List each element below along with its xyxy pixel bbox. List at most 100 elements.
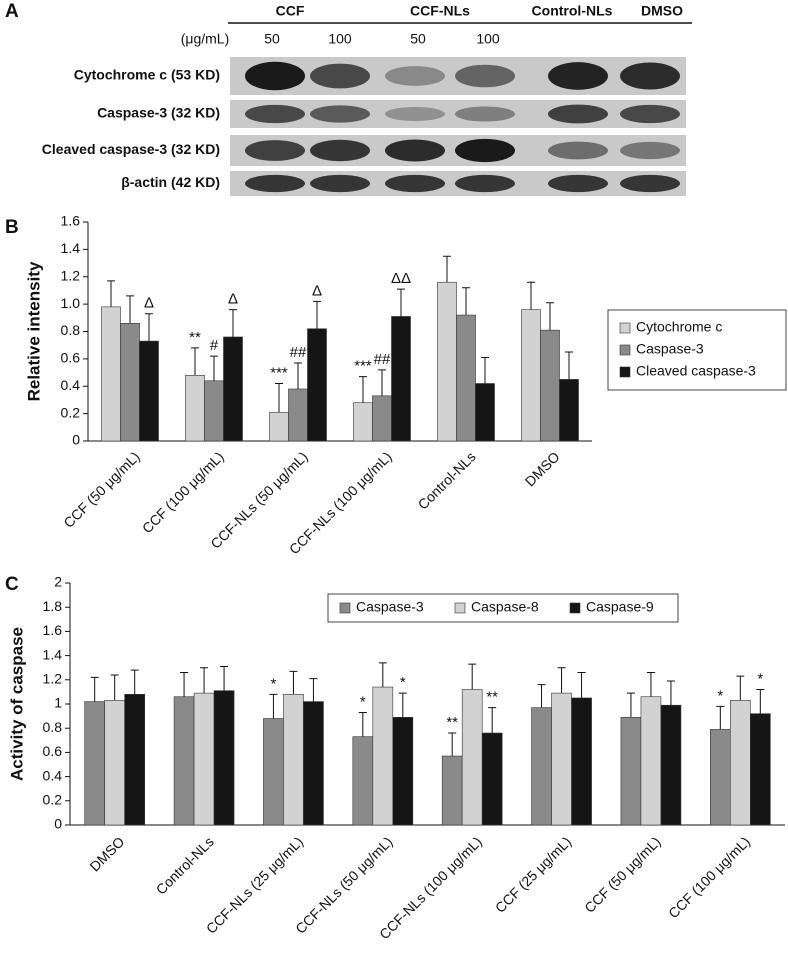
dose-label: 50 bbox=[410, 31, 426, 47]
legend-label: Caspase-8 bbox=[471, 599, 539, 615]
bar bbox=[185, 374, 205, 442]
blot-strip bbox=[230, 100, 686, 128]
error-bar bbox=[200, 667, 209, 694]
bar bbox=[559, 379, 579, 442]
dose-label: 100 bbox=[476, 31, 500, 47]
y-tick-label: 1.6 bbox=[61, 213, 81, 229]
error-bar bbox=[756, 688, 765, 714]
y-tick-label: 0.4 bbox=[43, 767, 63, 783]
blot-band bbox=[620, 141, 680, 160]
error-bar bbox=[358, 711, 367, 737]
bar bbox=[283, 694, 304, 826]
x-tick-label: CCF-NLs (25 μg/mL) bbox=[203, 833, 306, 936]
error-bar bbox=[488, 707, 497, 734]
bar bbox=[173, 696, 195, 826]
legend-label: Caspase-3 bbox=[356, 599, 424, 615]
y-tick-label: 1.4 bbox=[61, 240, 81, 256]
bar bbox=[660, 704, 682, 826]
bar bbox=[437, 281, 457, 442]
error-bar bbox=[448, 732, 457, 757]
error-bar bbox=[294, 362, 302, 389]
y-tick-label: 0.8 bbox=[43, 719, 63, 735]
error-bar bbox=[126, 295, 134, 324]
y-tick-label: 0.2 bbox=[61, 404, 81, 420]
bar bbox=[213, 690, 235, 826]
legend-label: Cleaved caspase-3 bbox=[636, 363, 756, 379]
blot-band bbox=[385, 66, 445, 86]
x-tick-label: CCF (50 μg/mL) bbox=[581, 833, 663, 915]
error-bar bbox=[557, 667, 566, 694]
y-tick-label: 1.8 bbox=[43, 598, 63, 614]
row-label: Caspase-3 (32 KD) bbox=[97, 105, 220, 121]
y-tick-label: 1.2 bbox=[43, 671, 63, 687]
legend-box bbox=[327, 593, 679, 623]
blot-band bbox=[455, 106, 515, 122]
error-bar bbox=[269, 693, 278, 719]
bar bbox=[372, 686, 394, 826]
legend-swatch bbox=[339, 602, 351, 614]
error-bar bbox=[90, 676, 99, 702]
bar bbox=[456, 314, 476, 442]
error-bar bbox=[220, 665, 229, 691]
blot-band bbox=[310, 174, 370, 193]
error-bar bbox=[481, 357, 489, 384]
legend-swatch bbox=[619, 322, 631, 334]
row-label: Cytochrome c (53 KD) bbox=[74, 67, 220, 83]
bar bbox=[372, 395, 392, 442]
legend-swatch bbox=[569, 602, 581, 614]
significance-mark: ** bbox=[446, 714, 458, 731]
bar bbox=[223, 336, 243, 442]
significance-mark: ΔΔ bbox=[391, 270, 411, 287]
error-bar bbox=[110, 674, 119, 701]
significance-mark: * bbox=[360, 693, 366, 710]
error-bar bbox=[210, 355, 218, 381]
error-bar bbox=[180, 672, 189, 697]
y-axis-label: Activity of caspase bbox=[7, 627, 26, 781]
legend-label: Caspase-3 bbox=[636, 341, 704, 357]
legend-box bbox=[607, 309, 787, 391]
x-tick-label: CCF (25 μg/mL) bbox=[492, 833, 574, 915]
blot-band bbox=[620, 174, 680, 193]
error-bar bbox=[229, 309, 237, 337]
dose-label: 50 bbox=[264, 31, 280, 47]
blot-band bbox=[385, 107, 445, 121]
bar bbox=[307, 328, 327, 442]
panel-label: B bbox=[5, 217, 19, 238]
x-tick-label: DMSO bbox=[86, 833, 127, 874]
significance-mark: Δ bbox=[144, 295, 154, 312]
bar bbox=[392, 717, 414, 826]
error-bar bbox=[289, 670, 298, 695]
error-bar bbox=[546, 302, 554, 331]
legend-swatch bbox=[619, 366, 631, 378]
error-bar bbox=[107, 280, 115, 307]
bar bbox=[481, 732, 503, 826]
blot-band bbox=[245, 61, 305, 91]
y-axis-label: Relative intensity bbox=[24, 261, 43, 401]
error-bar bbox=[716, 705, 725, 730]
blot-band bbox=[620, 62, 680, 90]
blot-band bbox=[455, 64, 515, 88]
bar bbox=[730, 700, 751, 826]
error-bar bbox=[577, 672, 586, 698]
y-tick-label: 1.6 bbox=[43, 622, 63, 638]
y-tick-label: 0.6 bbox=[43, 743, 63, 759]
bar bbox=[263, 718, 284, 826]
error-bar bbox=[359, 376, 367, 403]
bar bbox=[288, 388, 308, 442]
unit-label: (μg/mL) bbox=[181, 31, 230, 47]
bar bbox=[269, 411, 289, 442]
blot-band bbox=[310, 105, 370, 123]
bar bbox=[640, 696, 662, 826]
error-bar bbox=[309, 678, 318, 702]
significance-mark: ** bbox=[189, 329, 201, 346]
bar bbox=[475, 383, 495, 442]
row-label: β-actin (42 KD) bbox=[121, 174, 220, 190]
significance-mark: * bbox=[271, 675, 277, 692]
bar bbox=[101, 306, 121, 442]
blot-band bbox=[548, 104, 608, 124]
blot-band bbox=[548, 174, 608, 193]
legend-swatch bbox=[454, 602, 466, 614]
bar bbox=[551, 692, 572, 826]
bar bbox=[353, 402, 373, 442]
